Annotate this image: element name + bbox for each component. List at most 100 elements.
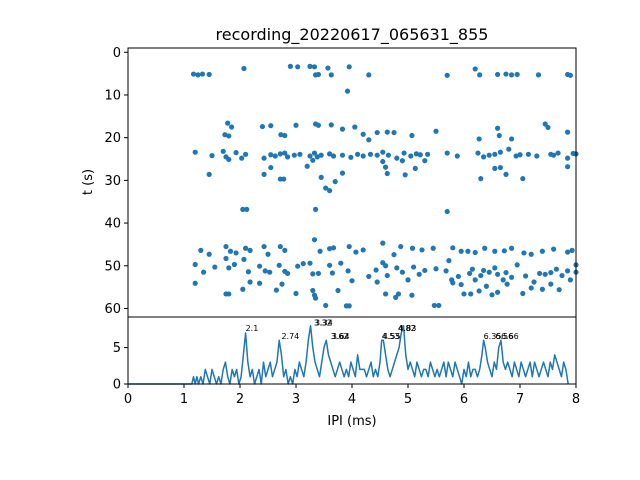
histogram-series-line [128,324,569,385]
scatter-point-43 [384,129,390,135]
histogram-x-ticks: 0 1 2 3 4 5 6 7 8 [124,384,580,407]
scatter-point-253 [346,303,352,309]
scatter-point-10 [315,71,321,78]
scatter-point-151 [330,245,337,251]
scatter-point-163 [465,248,471,254]
scatter-y-ticks: 0 10 20 30 40 50 60 [104,46,128,317]
scatter-point-18 [495,71,501,78]
scatter-point-137 [198,247,204,253]
scatter-point-240 [226,291,232,297]
scatter-point-65 [277,151,283,157]
scatter-y-tick-label-0: 0 [113,46,121,61]
scatter-point-269 [504,281,510,287]
scatter-point-28 [222,132,228,138]
peak-label-7: 4.55 [383,332,401,341]
scatter-point-183 [245,269,251,275]
scatter-point-162 [458,248,464,254]
scatter-point-131 [520,176,526,182]
scatter-point-130 [503,171,509,177]
scatter-point-142 [243,245,249,251]
scatter-point-259 [431,302,437,309]
scatter-point-180 [226,265,232,271]
scatter-point-67 [285,154,291,160]
scatter-point-270 [520,290,526,297]
scatter-point-39 [352,124,358,130]
scatter-point-213 [446,258,452,264]
scatter-point-119 [339,170,346,176]
scatter-point-54 [192,149,198,155]
scatter-point-199 [349,278,355,284]
scatter-point-209 [416,271,422,277]
scatter-point-204 [384,272,390,279]
scatter-point-121 [383,164,389,170]
scatter-point-1 [195,72,201,78]
histogram-frame [127,316,577,385]
scatter-point-228 [523,273,529,279]
scatter-point-196 [329,270,335,276]
scatter-point-260 [436,302,442,309]
scatter-point-5 [287,63,293,69]
scatter-point-220 [481,267,487,274]
scatter-point-87 [413,151,419,157]
scatter-point-122 [384,170,390,177]
scatter-point-31 [268,123,274,129]
scatter-point-212 [443,268,449,274]
scatter-point-14 [366,72,372,78]
scatter-point-173 [565,249,571,255]
scatter-point-116 [323,185,329,191]
histogram-x-tick-label-2: 2 [236,392,244,407]
scatter-point-101 [534,153,540,159]
scatter-point-177 [201,269,207,275]
scatter-point-152 [346,243,352,250]
scatter-point-161 [450,245,456,251]
scatter-point-251 [335,287,341,294]
scatter-point-58 [226,156,232,163]
scatter-point-149 [317,248,323,254]
scatter-point-249 [313,295,319,301]
scatter-point-89 [425,151,431,157]
histogram-x-tick-label-7: 7 [516,392,524,407]
scatter-point-126 [422,158,428,164]
scatter-point-21 [514,71,520,78]
scatter-point-156 [391,252,397,258]
scatter-point-226 [509,274,515,280]
scatter-point-210 [422,267,428,274]
scatter-point-7 [307,63,313,69]
scatter-point-44 [391,129,397,136]
scatter-point-221 [486,269,492,275]
histogram-y-tick-label-0: 0 [113,378,121,393]
scatter-y-tick-label-50: 50 [104,259,121,274]
scatter-point-68 [291,152,297,158]
scatter-point-225 [503,269,509,276]
scatter-point-118 [332,179,338,185]
scatter-point-266 [483,283,489,289]
scatter-point-47 [476,136,482,142]
scatter-point-205 [394,265,400,271]
scatter-point-78 [355,151,361,157]
scatter-y-tick-label-60: 60 [104,302,121,317]
scatter-point-182 [241,256,247,262]
scatter-point-185 [262,268,268,274]
scatter-point-139 [223,243,229,250]
scatter-point-243 [257,280,263,286]
scatter-point-255 [383,291,389,297]
scatter-point-64 [272,153,278,159]
scatter-point-245 [279,281,285,287]
scatter-point-197 [338,260,344,266]
scatter-point-22 [535,72,542,78]
scatter-point-45 [409,132,415,139]
scatter-point-55 [209,153,215,159]
scatter-point-135 [244,206,250,212]
scatter-point-86 [408,153,414,159]
scatter-point-168 [509,245,515,251]
scatter-point-115 [318,174,324,180]
scatter-point-63 [268,152,274,158]
scatter-point-169 [521,250,527,256]
scatter-point-2 [199,71,206,77]
scatter-point-41 [366,137,372,143]
scatter-point-155 [380,240,386,246]
scatter-point-236 [567,277,574,283]
scatter-point-120 [380,158,386,165]
scatter-point-178 [212,264,218,270]
